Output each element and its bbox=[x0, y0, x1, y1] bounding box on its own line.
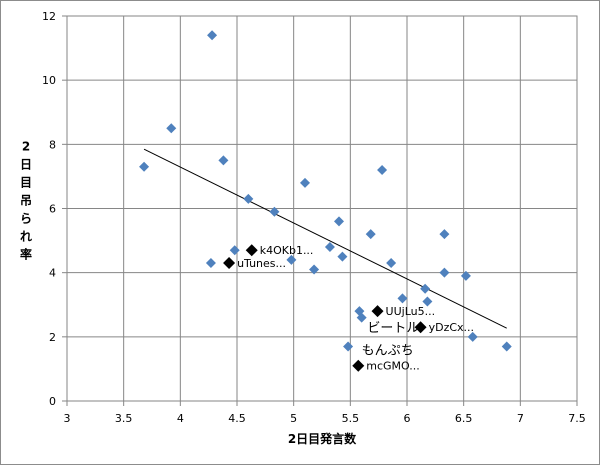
data-point bbox=[207, 30, 218, 41]
y-tick-label: 10 bbox=[42, 74, 56, 87]
data-point bbox=[501, 341, 512, 352]
x-tick-label: 5 bbox=[290, 412, 297, 425]
x-axis-title: 2日目発言数 bbox=[288, 431, 357, 446]
x-tick-label: 3.5 bbox=[115, 412, 133, 425]
x-tick-label: 4.5 bbox=[228, 412, 246, 425]
x-tick-label: 3 bbox=[64, 412, 71, 425]
data-point bbox=[439, 229, 450, 240]
y-tick-labels: 0 2 4 6 8 10 12 bbox=[42, 10, 56, 408]
x-tick-label: 4 bbox=[177, 412, 184, 425]
data-point bbox=[166, 123, 177, 134]
y-tick-label: 8 bbox=[49, 138, 56, 151]
highlighted-point bbox=[371, 305, 384, 318]
data-point bbox=[356, 312, 367, 323]
data-point bbox=[229, 245, 240, 256]
plot-frame bbox=[62, 15, 578, 406]
data-point bbox=[337, 251, 348, 262]
y-tick-label: 2 bbox=[49, 331, 56, 344]
x-tick-label: 5.5 bbox=[342, 412, 360, 425]
data-point bbox=[269, 206, 280, 217]
data-point bbox=[397, 293, 408, 304]
x-tick-labels: 3 3.5 4 4.5 5 5.5 6 6.5 7 7.5 bbox=[64, 412, 586, 425]
data-point bbox=[422, 296, 433, 307]
point-label: mcGMO... bbox=[366, 360, 419, 373]
x-tick-label: 6 bbox=[404, 412, 411, 425]
x-tick-label: 6.5 bbox=[455, 412, 473, 425]
x-tick-label: 7.5 bbox=[568, 412, 586, 425]
data-point bbox=[377, 165, 388, 175]
point-labels: k4OKb1...uTunes... UUjLu5... yDzCx... mcGMO… bbox=[237, 244, 474, 373]
point-label: yDzCx... bbox=[429, 321, 474, 334]
highlighted-point bbox=[414, 321, 427, 334]
data-point bbox=[365, 229, 376, 240]
x-tick-label: 7 bbox=[517, 412, 524, 425]
data-point bbox=[205, 258, 216, 269]
point-label: uTunes... bbox=[237, 257, 286, 270]
trendline-line bbox=[143, 148, 507, 329]
y-tick-label: 4 bbox=[49, 267, 56, 280]
data-point bbox=[324, 242, 335, 252]
data-point bbox=[139, 161, 150, 172]
highlighted-point bbox=[352, 359, 365, 372]
gridlines bbox=[66, 15, 578, 402]
highlighted-point bbox=[223, 257, 236, 270]
data-point bbox=[300, 177, 310, 188]
y-tick-label: 0 bbox=[49, 395, 56, 408]
data-point bbox=[286, 254, 297, 265]
y-axis-title: 2 日目吊られ率 bbox=[20, 140, 32, 262]
point-label: k4OKb1... bbox=[260, 244, 314, 257]
data-point bbox=[386, 258, 397, 269]
annotation-label: もんぷち bbox=[362, 344, 414, 359]
y-tick-label: 12 bbox=[42, 10, 56, 23]
y-tick-label: 6 bbox=[49, 203, 56, 216]
data-point bbox=[343, 341, 354, 352]
data-point bbox=[420, 283, 431, 294]
data-point bbox=[218, 155, 229, 166]
point-label: UUjLu5... bbox=[386, 305, 436, 318]
data-point bbox=[334, 216, 344, 227]
data-points bbox=[139, 30, 512, 372]
data-point bbox=[460, 270, 471, 281]
data-point bbox=[243, 193, 254, 204]
data-point bbox=[309, 264, 320, 275]
highlighted-point bbox=[245, 244, 258, 257]
annotation-label: ビートル bbox=[367, 321, 419, 336]
data-point bbox=[439, 267, 450, 278]
trendline bbox=[143, 148, 507, 329]
data-point bbox=[467, 331, 478, 342]
